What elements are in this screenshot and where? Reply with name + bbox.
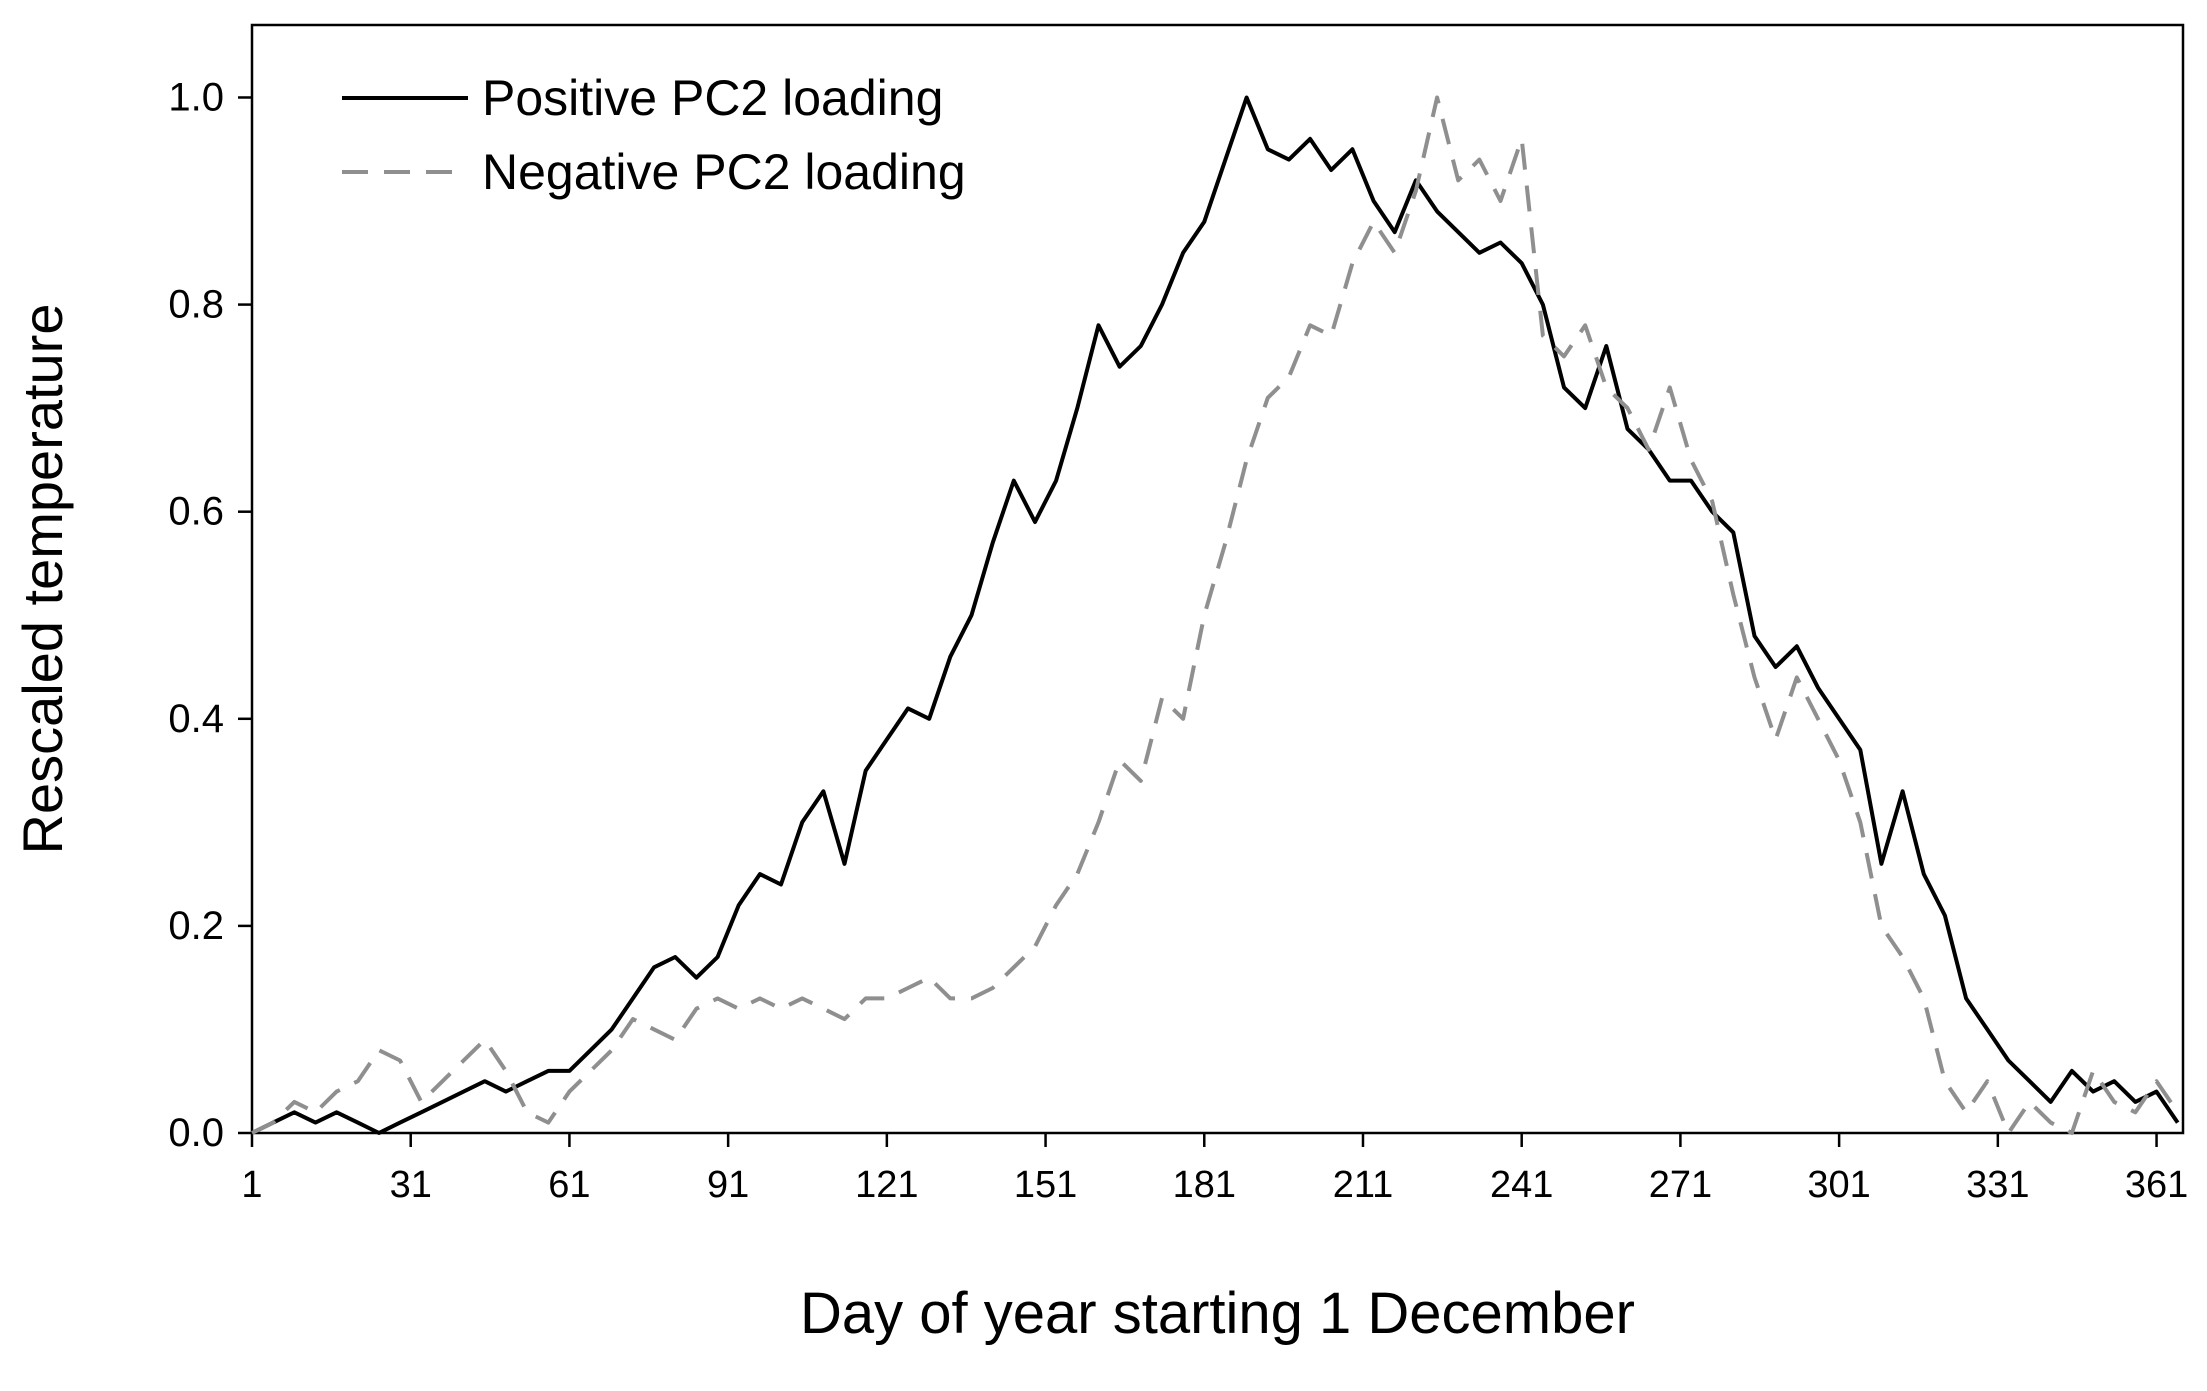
x-tick-label: 61 bbox=[548, 1164, 590, 1206]
series-positive-line bbox=[251, 95, 2180, 1135]
x-tick-label: 121 bbox=[855, 1164, 918, 1206]
y-tick-label: 1.0 bbox=[168, 75, 224, 119]
plot-area bbox=[250, 23, 2185, 1135]
legend-item-label: Positive PC2 loading bbox=[482, 70, 943, 126]
x-tick-label: 301 bbox=[1807, 1164, 1870, 1206]
x-tick-label: 31 bbox=[390, 1164, 432, 1206]
x-tick-label: 91 bbox=[707, 1164, 749, 1206]
y-axis-title: Rescaled temperature bbox=[11, 304, 74, 855]
x-tick-label: 361 bbox=[2125, 1164, 2188, 1206]
y-tick-label: 0.2 bbox=[168, 904, 224, 948]
x-tick-label: 271 bbox=[1649, 1164, 1712, 1206]
y-tick-label: 0.6 bbox=[168, 490, 224, 534]
y-tick-label: 0.4 bbox=[168, 697, 224, 741]
x-tick-label: 1 bbox=[241, 1164, 262, 1206]
x-tick-label: 241 bbox=[1490, 1164, 1553, 1206]
legend-item-label: Negative PC2 loading bbox=[482, 144, 966, 200]
x-tick-label: 151 bbox=[1014, 1164, 1077, 1206]
x-tick-label: 331 bbox=[1966, 1164, 2029, 1206]
x-tick-label: 211 bbox=[1333, 1164, 1394, 1206]
series-negative-line bbox=[251, 95, 2180, 1135]
x-axis-title: Day of year starting 1 December bbox=[800, 1281, 1635, 1346]
y-tick-label: 0.0 bbox=[168, 1111, 224, 1155]
y-tick-label: 0.8 bbox=[168, 283, 224, 327]
x-tick-label: 181 bbox=[1173, 1164, 1236, 1206]
